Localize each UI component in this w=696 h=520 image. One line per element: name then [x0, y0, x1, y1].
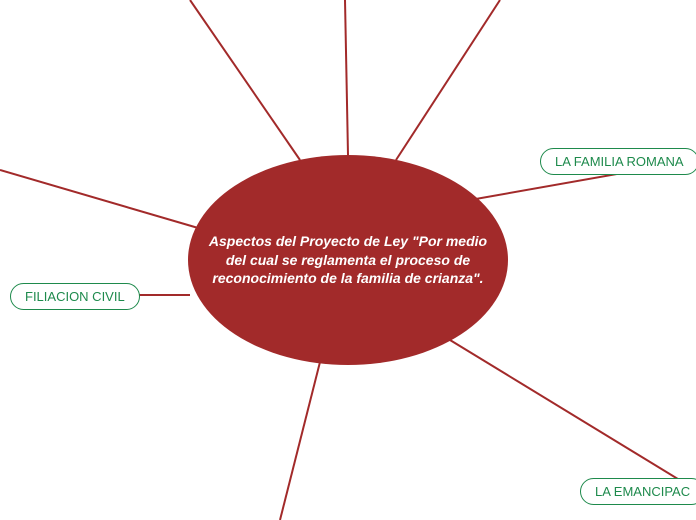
- branch-filiacion-civil[interactable]: FILIACION CIVIL: [10, 283, 140, 310]
- branch-familia-romana[interactable]: LA FAMILIA ROMANA: [540, 148, 696, 175]
- mindmap-canvas: Aspectos del Proyecto de Ley "Por medio …: [0, 0, 696, 520]
- branch-label: LA EMANCIPAC: [595, 484, 690, 499]
- branch-emancipacion[interactable]: LA EMANCIPAC: [580, 478, 696, 505]
- branch-label: FILIACION CIVIL: [25, 289, 125, 304]
- center-node[interactable]: Aspectos del Proyecto de Ley "Por medio …: [188, 155, 508, 365]
- branch-label: LA FAMILIA ROMANA: [555, 154, 684, 169]
- center-node-text: Aspectos del Proyecto de Ley "Por medio …: [208, 232, 488, 289]
